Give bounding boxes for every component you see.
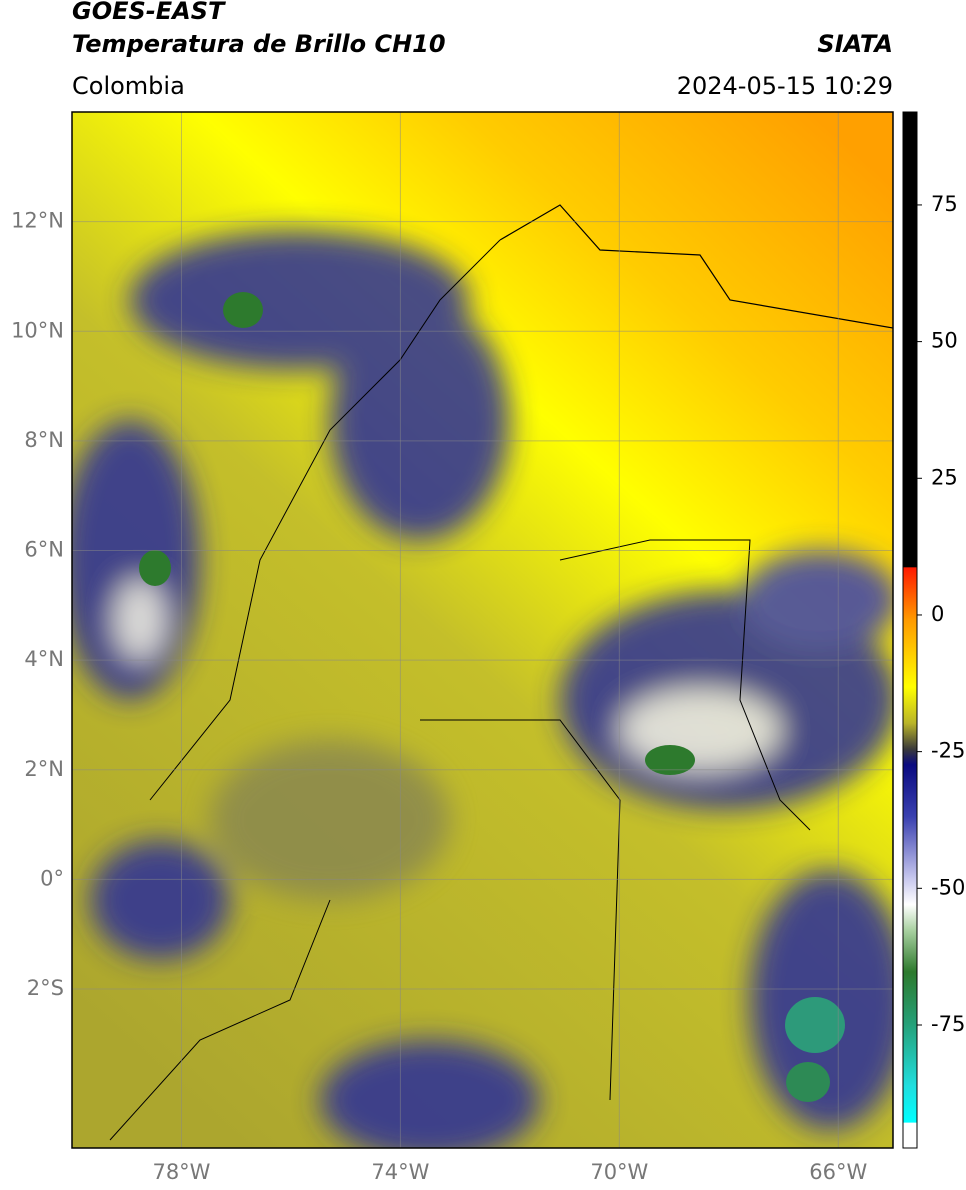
region: Colombia (72, 72, 185, 100)
x-tick-label: 78°W (152, 1160, 210, 1184)
colorbar-tick-label: 0 (931, 602, 944, 626)
source: SIATA (817, 30, 893, 58)
colorbar-tick-label: -75 (931, 1012, 965, 1036)
y-tick-label: 10°N (11, 318, 64, 342)
map-image (72, 112, 893, 1148)
x-tick-label: 74°W (371, 1160, 429, 1184)
x-tick-label: 66°W (809, 1160, 867, 1184)
y-tick-label: 2°N (24, 757, 64, 781)
colorbar-tick-label: 50 (931, 329, 958, 353)
colorbar-tick-label: 25 (931, 465, 958, 489)
x-tick-label: 70°W (590, 1160, 648, 1184)
y-tick-label: 4°N (24, 647, 64, 671)
map-frame (71, 111, 894, 1149)
y-tick-label: 12°N (11, 209, 64, 233)
y-tick-label: 2°S (27, 976, 64, 1000)
colorbar-tick-label: -25 (931, 739, 965, 763)
title: GOES-EAST (72, 0, 226, 25)
y-tick-label: 8°N (24, 428, 64, 452)
y-tick-label: 0° (40, 866, 64, 890)
colorbar-tick-label: -50 (931, 875, 965, 899)
colorbar-tick-label: 75 (931, 192, 958, 216)
timestamp: 2024-05-15 10:29 (677, 72, 893, 100)
colorbar (902, 111, 918, 1149)
y-tick-label: 6°N (24, 538, 64, 562)
subtitle: Temperatura de Brillo CH10 (72, 30, 446, 58)
